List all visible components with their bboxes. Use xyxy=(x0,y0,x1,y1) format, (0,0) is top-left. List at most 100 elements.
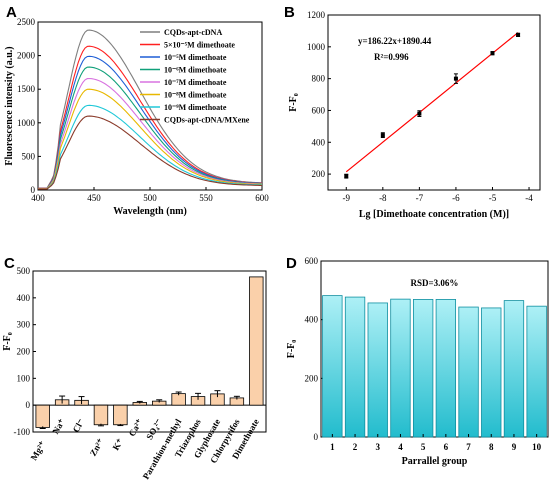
y-axis-label: F-F₀ xyxy=(2,332,13,351)
y-tick-label: 200 xyxy=(305,373,319,383)
category-label: SO₄²⁻ xyxy=(144,417,164,441)
y-tick-label: 200 xyxy=(17,347,31,357)
bar xyxy=(93,404,109,426)
category-label: Mg²⁺ xyxy=(29,439,48,462)
y-axis-label: F-F₀ xyxy=(288,93,299,112)
y-axis-label: Fluorescence intensity (a.u.) xyxy=(4,46,15,165)
bar xyxy=(367,302,388,438)
x-tick-label: 500 xyxy=(143,193,157,203)
y-tick-label: 2000 xyxy=(17,51,36,61)
y-tick-label: 200 xyxy=(312,169,326,179)
data-point xyxy=(453,76,458,81)
spectrum-line xyxy=(38,55,263,189)
y-tick-label: 800 xyxy=(312,74,326,84)
plot-frame-b xyxy=(327,14,541,191)
spectrum-line xyxy=(38,115,262,190)
x-axis-label: Lg [Dimethoate concentration (M)] xyxy=(359,209,509,220)
category-label: K⁺ xyxy=(111,437,126,452)
x-tick-label: -6 xyxy=(452,193,460,203)
y-tick-label: -100 xyxy=(14,427,31,437)
legend-label: 10⁻⁵M dimethoate xyxy=(164,53,227,62)
x-tick-label: 550 xyxy=(199,193,213,203)
x-tick-label: 8 xyxy=(489,442,494,452)
plot-frame-c xyxy=(32,270,267,433)
x-tick-label: 10 xyxy=(532,442,542,452)
y-tick-label: 1200 xyxy=(307,10,326,20)
x-tick-label: -4 xyxy=(525,193,533,203)
y-axis-label: F-F₀ xyxy=(286,340,297,359)
x-tick-label: 2 xyxy=(353,442,358,452)
plot-frame-d xyxy=(320,260,549,438)
y-tick-label: 0 xyxy=(31,185,36,195)
x-tick-label: 600 xyxy=(255,193,269,203)
y-tick-label: 0 xyxy=(26,400,31,410)
y-tick-label: 600 xyxy=(305,256,319,266)
x-tick-label: 3 xyxy=(376,442,381,452)
category-label: Ca²⁺ xyxy=(127,417,145,438)
y-tick-label: 500 xyxy=(17,266,31,276)
spectrum-line xyxy=(38,77,262,190)
bar xyxy=(249,276,264,406)
y-tick-label: 1500 xyxy=(17,84,36,94)
rsd-annotation: RSD=3.06% xyxy=(411,278,459,288)
x-axis-label: Wavelength (nm) xyxy=(113,206,187,217)
spectrum-line xyxy=(38,66,263,190)
x-tick-label: -8 xyxy=(379,193,387,203)
bar xyxy=(171,393,186,406)
y-tick-label: 1000 xyxy=(17,118,36,128)
r-squared: R²=0.996 xyxy=(374,52,409,62)
y-tick-label: 100 xyxy=(17,373,31,383)
bar xyxy=(412,299,434,438)
y-tick-label: 600 xyxy=(312,105,326,115)
legend-label: 10⁻⁹M dimethoate xyxy=(164,103,227,112)
y-tick-label: 300 xyxy=(17,320,31,330)
x-tick-label: 7 xyxy=(466,442,471,452)
data-point xyxy=(516,32,521,37)
x-tick-label: 1 xyxy=(330,442,335,452)
bar xyxy=(481,307,502,438)
y-tick-label: 400 xyxy=(305,315,319,325)
y-tick-label: 0 xyxy=(314,432,319,442)
x-tick-label: 5 xyxy=(421,442,426,452)
panel-b-calibration-chart: B 200 400 600 800 1000 1200 -9 -8 -7 -6 -5 -4 Lg [Dim… xyxy=(284,4,541,220)
bar xyxy=(35,404,50,428)
fit-equation: y=186.22x+1890.44 xyxy=(358,36,432,46)
legend-label: 10⁻⁸M dimethoate xyxy=(164,91,227,100)
legend-label: CQDs-apt-cDNA xyxy=(164,28,222,37)
bar xyxy=(344,296,366,438)
panel-label-c: C xyxy=(4,255,15,272)
data-point xyxy=(490,51,495,56)
x-tick-label: 6 xyxy=(444,442,449,452)
legend-label: 10⁻⁶M dimethoate xyxy=(164,66,227,75)
y-tick-label: 400 xyxy=(17,293,31,303)
legend-label: 5×10⁻⁵M dimethoate xyxy=(164,41,235,50)
panel-label-d: D xyxy=(286,255,297,272)
bar xyxy=(390,298,411,438)
x-tick-label: 450 xyxy=(87,193,101,203)
y-tick-label: 1000 xyxy=(307,42,326,52)
x-tick-label: -5 xyxy=(489,193,497,203)
data-point xyxy=(344,174,349,179)
x-tick-label: 9 xyxy=(512,442,517,452)
y-tick-label: 400 xyxy=(312,137,326,147)
y-tick-label: 2500 xyxy=(17,17,36,27)
panel-d-reproducibility-chart: D 0 200 400 600 F-F₀ 1 2 3 4 5 6 7 8 9 10 Parrallel grou… xyxy=(286,255,549,467)
spectrum-line xyxy=(38,29,263,189)
legend-label: 10⁻⁷M dimethoate xyxy=(164,78,227,87)
x-tick-label: 400 xyxy=(31,193,45,203)
fit-line xyxy=(345,32,519,173)
panel-label-a: A xyxy=(6,4,17,21)
bar xyxy=(503,300,525,438)
y-tick-label: 500 xyxy=(22,151,36,161)
category-label: Na⁺ xyxy=(50,417,67,436)
bar xyxy=(113,404,128,426)
bar xyxy=(526,305,547,438)
x-tick-label: -7 xyxy=(416,193,424,203)
panel-label-b: B xyxy=(284,4,295,21)
x-tick-label: 4 xyxy=(398,442,403,452)
x-axis-label: Parrallel group xyxy=(402,456,468,467)
data-point xyxy=(417,111,422,116)
bar xyxy=(322,295,343,438)
